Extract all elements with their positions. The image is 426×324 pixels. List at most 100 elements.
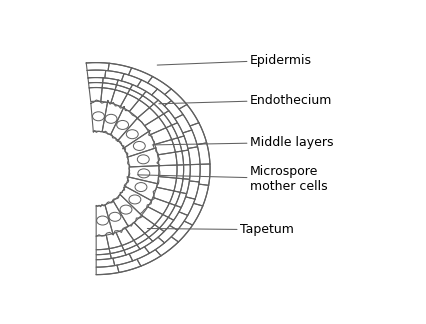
Polygon shape [190, 123, 207, 145]
Polygon shape [158, 114, 172, 128]
Polygon shape [127, 148, 160, 167]
Polygon shape [115, 85, 130, 94]
Polygon shape [174, 178, 183, 192]
Polygon shape [89, 87, 102, 101]
Polygon shape [148, 76, 171, 95]
Polygon shape [172, 123, 184, 138]
Polygon shape [153, 187, 174, 203]
Polygon shape [178, 136, 188, 151]
Polygon shape [143, 91, 158, 104]
Polygon shape [154, 100, 169, 114]
Polygon shape [103, 78, 118, 85]
Polygon shape [145, 225, 159, 237]
Polygon shape [158, 165, 177, 178]
Polygon shape [155, 237, 178, 256]
Polygon shape [197, 143, 210, 164]
Polygon shape [91, 100, 107, 132]
Polygon shape [123, 131, 155, 157]
Polygon shape [184, 203, 203, 225]
Polygon shape [186, 181, 199, 199]
Polygon shape [158, 226, 178, 243]
Polygon shape [110, 250, 126, 259]
Polygon shape [87, 70, 106, 78]
Polygon shape [155, 140, 176, 155]
Polygon shape [122, 240, 137, 250]
Polygon shape [190, 164, 200, 182]
Polygon shape [105, 200, 128, 235]
Polygon shape [164, 111, 178, 125]
Polygon shape [176, 192, 187, 207]
Polygon shape [137, 80, 158, 95]
Polygon shape [155, 214, 168, 228]
Polygon shape [182, 150, 190, 165]
Polygon shape [169, 191, 180, 205]
Polygon shape [88, 77, 103, 83]
Polygon shape [180, 179, 190, 194]
Text: Epidermis: Epidermis [157, 53, 312, 67]
Polygon shape [130, 100, 150, 118]
Polygon shape [129, 68, 153, 83]
Text: Tapetum: Tapetum [147, 223, 294, 236]
Polygon shape [96, 204, 113, 237]
Polygon shape [137, 249, 161, 266]
Polygon shape [108, 63, 132, 75]
Polygon shape [128, 166, 160, 184]
Polygon shape [150, 104, 164, 117]
Polygon shape [111, 107, 137, 140]
Polygon shape [183, 165, 190, 179]
Text: Middle layers: Middle layers [153, 136, 333, 149]
Polygon shape [172, 138, 182, 152]
Polygon shape [134, 215, 155, 233]
Polygon shape [130, 85, 146, 96]
Polygon shape [96, 235, 109, 250]
Polygon shape [113, 194, 143, 226]
Polygon shape [89, 83, 103, 88]
Polygon shape [117, 80, 132, 89]
Polygon shape [149, 228, 164, 241]
Polygon shape [159, 217, 174, 232]
Polygon shape [188, 147, 200, 165]
Polygon shape [96, 258, 115, 267]
Polygon shape [113, 254, 132, 266]
Polygon shape [166, 125, 178, 140]
Polygon shape [96, 254, 111, 260]
Polygon shape [120, 187, 152, 214]
Polygon shape [144, 237, 164, 253]
Polygon shape [199, 164, 210, 185]
Polygon shape [171, 221, 193, 242]
Polygon shape [156, 177, 176, 191]
Polygon shape [124, 245, 140, 255]
Polygon shape [163, 203, 176, 217]
Text: Endothecium: Endothecium [159, 94, 332, 107]
Polygon shape [139, 96, 154, 108]
Polygon shape [148, 197, 169, 214]
Polygon shape [127, 89, 143, 100]
Polygon shape [138, 108, 158, 126]
Polygon shape [152, 89, 172, 106]
Polygon shape [125, 222, 145, 240]
Polygon shape [134, 233, 149, 245]
Polygon shape [106, 233, 122, 249]
Polygon shape [176, 165, 184, 179]
Polygon shape [179, 197, 195, 215]
Polygon shape [117, 259, 141, 272]
Polygon shape [137, 237, 153, 249]
Polygon shape [179, 105, 199, 126]
Polygon shape [121, 94, 139, 111]
Polygon shape [150, 128, 172, 145]
Polygon shape [141, 207, 163, 225]
Polygon shape [176, 151, 184, 165]
Polygon shape [144, 117, 166, 135]
Polygon shape [170, 212, 188, 230]
Polygon shape [102, 100, 124, 134]
Polygon shape [101, 88, 115, 103]
Polygon shape [86, 63, 109, 71]
Polygon shape [164, 101, 183, 119]
Polygon shape [168, 205, 181, 220]
Polygon shape [105, 71, 124, 81]
Polygon shape [129, 247, 150, 261]
Polygon shape [175, 114, 192, 133]
Polygon shape [121, 74, 141, 87]
Polygon shape [158, 152, 177, 166]
Polygon shape [117, 119, 150, 149]
